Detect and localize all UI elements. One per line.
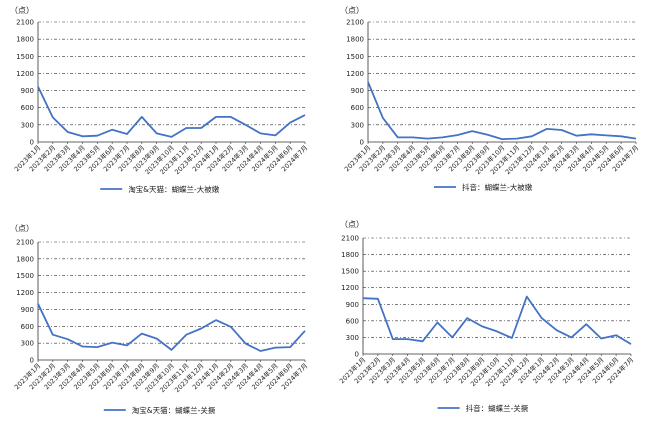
y-tick-label: 1200 — [16, 289, 34, 297]
y-tick-label: 1500 — [16, 53, 34, 61]
y-tick-label: 1200 — [341, 284, 359, 292]
series-line — [37, 303, 306, 352]
y-tick-label: 0 — [30, 139, 34, 147]
legend-label: 淘宝&天猫：蝴蝶兰-关撅 — [132, 405, 216, 415]
series-line — [37, 86, 306, 138]
chart-svg: （点）030060090012001500180021002023年1月2023… — [340, 6, 640, 192]
chart-svg: （点）030060090012001500180021002023年1月2023… — [10, 224, 309, 415]
y-tick-label: 900 — [21, 306, 34, 314]
y-tick-label: 2100 — [16, 239, 34, 247]
y-tick-label: 0 — [355, 351, 359, 359]
y-tick-label: 1500 — [341, 268, 359, 276]
series-line — [362, 295, 632, 345]
y-tick-label: 300 — [351, 121, 364, 129]
y-tick-label: 600 — [351, 104, 364, 112]
y-tick-label: 600 — [21, 104, 34, 112]
chart-taobao-big: （点） 0 300 600 900 1200 1500 1800 2100 2023年1月 2023… — [0, 0, 322, 212]
chart-svg: （点）030060090012001500180021002023年1月2023… — [337, 220, 635, 413]
y-tick-label: 900 — [351, 87, 364, 95]
y-tick-label: 600 — [21, 323, 34, 331]
y-tick-label: 600 — [346, 317, 359, 325]
legend-label: 抖音：蝴蝶兰-关撅 — [466, 403, 529, 413]
y-tick-label: 900 — [346, 301, 359, 309]
unit-label: （点） — [10, 6, 34, 15]
series-line — [367, 81, 637, 141]
y-tick-label: 900 — [21, 87, 34, 95]
y-tick-label: 2100 — [16, 19, 34, 27]
y-tick-label: 1200 — [16, 70, 34, 78]
y-tick-label: 1500 — [16, 272, 34, 280]
y-tick-label: 300 — [346, 334, 359, 342]
y-tick-label: 0 — [30, 357, 34, 365]
y-tick-label: 1200 — [346, 70, 364, 78]
y-tick-label: 2100 — [346, 19, 364, 27]
chart-taobao-guanjue: （点） 0 300 600 900 1200 1500 1800 2100 2023年1月 2023… — [0, 212, 322, 424]
y-tick-label: 300 — [21, 340, 34, 348]
unit-label: （点） — [340, 220, 364, 229]
legend-label: 淘宝&天猫：蝴蝶兰-大被嫩 — [128, 184, 220, 194]
chart-douyin-big: （点） 0 300 600 900 1200 1500 1800 2100 2023年1月 2023… — [323, 0, 645, 212]
y-tick-label: 2100 — [341, 235, 359, 243]
y-tick-label: 1800 — [341, 251, 359, 259]
y-tick-label: 1500 — [346, 53, 364, 61]
chart-douyin-guanjue: （点） 0 300 600 900 1200 1500 1800 2100 2023年1月 2023… — [323, 212, 645, 424]
legend-label: 抖音：蝴蝶兰-大被嫩 — [462, 182, 533, 192]
y-tick-label: 1800 — [16, 255, 34, 263]
y-tick-label: 0 — [360, 139, 364, 147]
y-tick-label: 300 — [21, 121, 34, 129]
unit-label: （点） — [340, 6, 364, 15]
y-tick-label: 1800 — [16, 36, 34, 44]
unit-label: （点） — [10, 224, 34, 233]
y-tick-label: 1800 — [346, 36, 364, 44]
chart-svg: （点）030060090012001500180021002023年1月2023… — [10, 6, 309, 194]
